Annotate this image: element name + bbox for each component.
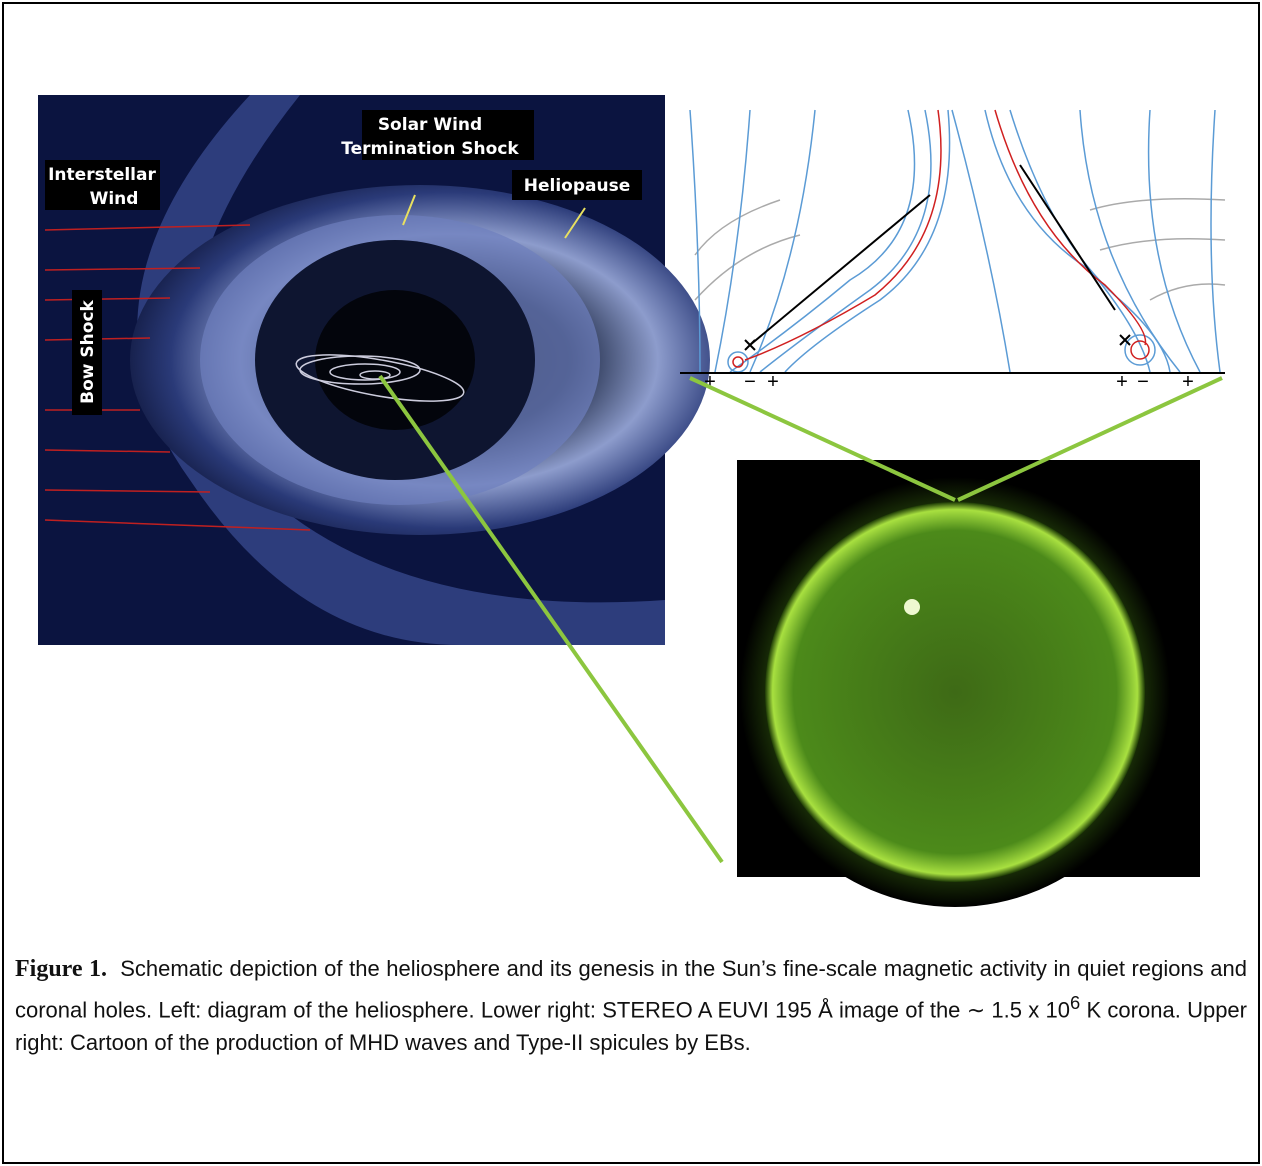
polarity: + bbox=[1116, 371, 1128, 393]
polarity: − bbox=[1137, 371, 1149, 393]
polarity: − bbox=[744, 371, 756, 393]
label: Interstellar bbox=[48, 165, 156, 185]
page: Solar Wind Termination Shock Interstella… bbox=[0, 0, 1262, 1166]
superscript: 6 bbox=[1070, 992, 1080, 1013]
label: Wind bbox=[90, 189, 139, 209]
figure-label: Figure 1. bbox=[15, 956, 107, 982]
label: Heliopause bbox=[524, 176, 630, 196]
label: Bow Shock bbox=[78, 299, 98, 403]
field-line-cartoon: + − + + − + bbox=[680, 110, 1225, 393]
label: Solar Wind bbox=[378, 115, 482, 135]
label: Termination Shock bbox=[341, 139, 519, 159]
heliosphere-image: Solar Wind Termination Shock Interstella… bbox=[38, 95, 710, 645]
caption: Figure 1. Schematic depiction of the hel… bbox=[15, 952, 1247, 1059]
polarity: + bbox=[767, 371, 779, 393]
caption-text: Schematic depiction of the heliosphere a… bbox=[15, 956, 1247, 1022]
sun-image bbox=[737, 460, 1200, 907]
